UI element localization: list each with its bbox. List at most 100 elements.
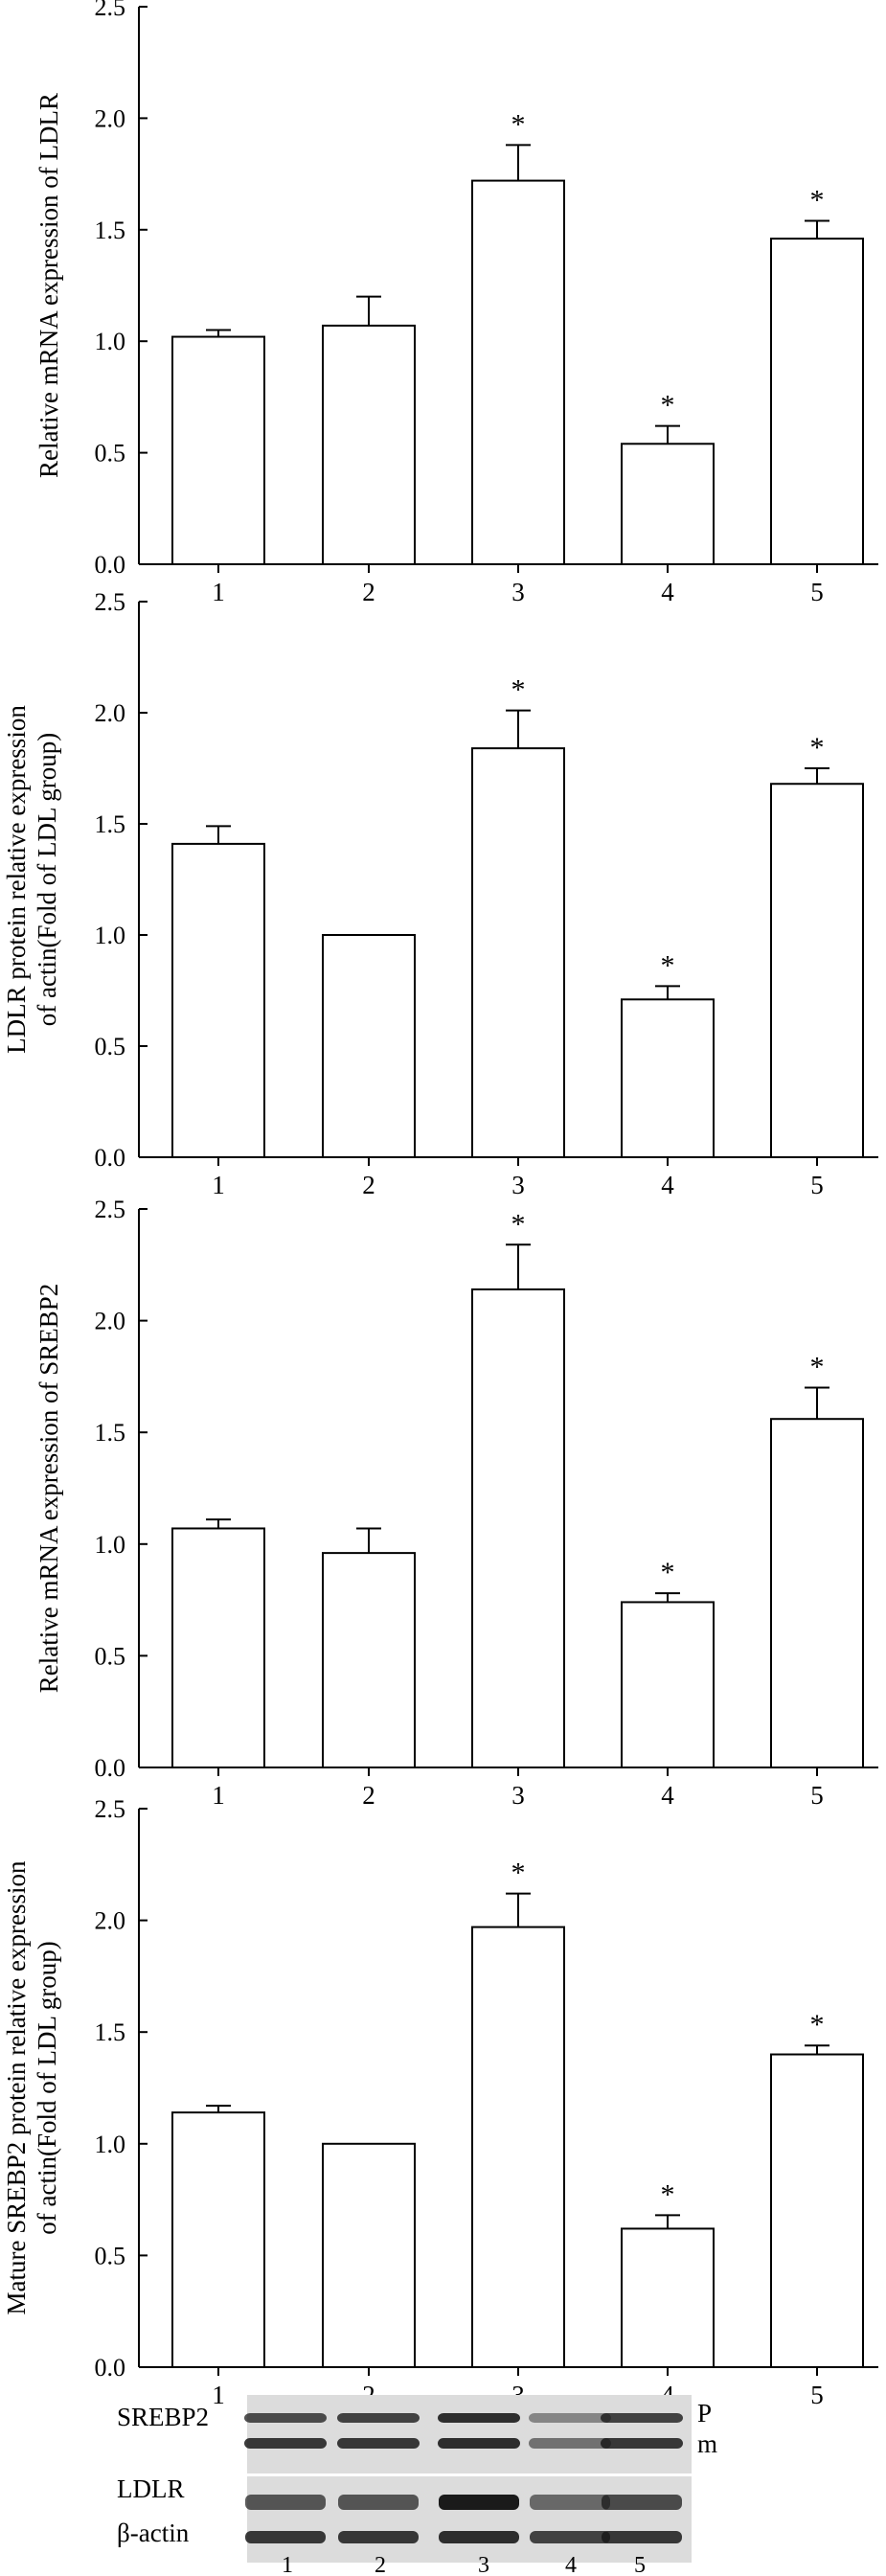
y-axis-title: of actin(Fold of LDL group) — [33, 733, 61, 1026]
y-tick-label: 1.0 — [95, 328, 126, 355]
y-tick-label: 2.5 — [95, 0, 126, 21]
blot-band — [337, 2413, 420, 2423]
y-tick-label: 0.5 — [95, 1033, 126, 1060]
y-tick-label: 1.0 — [95, 922, 126, 949]
bar — [322, 324, 416, 565]
blot-band — [338, 2531, 419, 2543]
y-tick-label: 2.5 — [95, 1795, 126, 1823]
y-tick-label: 0.5 — [95, 1642, 126, 1670]
y-tick-label: 1.5 — [95, 217, 126, 244]
significance-marker: * — [661, 1557, 675, 1588]
y-tick-label: 2.0 — [95, 104, 126, 132]
y-tick-label: 0.0 — [95, 1754, 126, 1782]
y-tick-label: 0.5 — [95, 440, 126, 467]
chart-panel-d: 0.0 0.5 1.0 1.5 2.0 2.5 Mature SREBP2 protein … — [2, 1795, 878, 2409]
bar — [621, 1601, 715, 1768]
significance-marker: * — [511, 108, 526, 140]
blot-band — [245, 2495, 326, 2510]
x-tick-label: 2 — [362, 1171, 375, 1199]
blot-lane-label: 3 — [478, 2553, 489, 2576]
y-tick-label: 0.0 — [95, 551, 126, 579]
bar — [322, 934, 416, 1158]
x-tick-label: 2 — [362, 578, 375, 606]
x-tick-label: 4 — [661, 1781, 674, 1810]
significance-marker: * — [810, 1352, 825, 1383]
bar — [322, 2142, 416, 2369]
x-tick-label: 5 — [810, 2381, 824, 2409]
significance-marker: * — [661, 390, 675, 422]
bar — [171, 335, 265, 565]
blot-band — [244, 2438, 327, 2449]
blot-band — [602, 2495, 682, 2510]
bar — [471, 747, 565, 1158]
significance-marker: * — [810, 184, 825, 216]
y-tick-label: 0.0 — [95, 2354, 126, 2382]
blot-band — [601, 2413, 683, 2423]
y-tick-label: 2.5 — [95, 1196, 126, 1223]
bar — [770, 238, 864, 565]
chart-panel-c: 0.0 0.5 1.0 1.5 2.0 2.5 Relative mRNA expressi… — [34, 1196, 878, 1810]
y-axis-title: of actin(Fold of LDL group) — [33, 1941, 61, 2234]
x-tick-label: 5 — [810, 578, 824, 606]
y-tick-label: 2.0 — [95, 1907, 126, 1935]
x-tick-label: 3 — [511, 1171, 525, 1199]
blot-band — [244, 2413, 327, 2423]
x-tick-label: 5 — [810, 1171, 824, 1199]
x-tick-label: 5 — [810, 1781, 824, 1810]
y-tick-label: 1.5 — [95, 1419, 126, 1447]
blot-band — [601, 2438, 683, 2449]
y-tick-label: 2.0 — [95, 699, 126, 727]
x-tick-label: 1 — [212, 1171, 225, 1199]
y-axis-title: LDLR protein relative expression — [2, 705, 31, 1054]
bar — [471, 1926, 565, 2368]
blot-background-srebp2 — [247, 2395, 692, 2473]
chart-panel-a: 0.0 0.5 1.0 1.5 2.0 2.5 Relative mRNA expressi… — [34, 0, 878, 606]
significance-marker: * — [511, 674, 526, 706]
blot-band — [529, 2438, 611, 2449]
significance-marker: * — [511, 1858, 526, 1889]
bar — [621, 2227, 715, 2369]
bar — [471, 1288, 565, 1769]
bar — [770, 1418, 864, 1768]
significance-marker: * — [661, 949, 675, 981]
bar — [171, 1527, 265, 1768]
blot-band — [439, 2531, 519, 2543]
blot-band — [530, 2495, 610, 2510]
x-tick-label: 3 — [511, 578, 525, 606]
blot-lane-label: 4 — [565, 2553, 577, 2576]
blot-band — [438, 2413, 520, 2423]
x-tick-label: 2 — [362, 1781, 375, 1810]
bar — [322, 1552, 416, 1769]
blot-lane-label: 2 — [375, 2553, 386, 2576]
y-tick-label: 1.5 — [95, 2018, 126, 2046]
significance-marker: * — [661, 2178, 675, 2210]
x-tick-label: 4 — [661, 1171, 674, 1199]
chart-panels: 0.0 0.5 1.0 1.5 2.0 2.5 Relative mRNA expressi… — [2, 0, 878, 2409]
blot-band — [245, 2531, 326, 2543]
y-tick-label: 0.5 — [95, 2242, 126, 2269]
blot-background-ldlr-actin — [247, 2476, 692, 2563]
blot-band — [602, 2531, 682, 2543]
bar — [770, 783, 864, 1158]
y-tick-label: 1.0 — [95, 2131, 126, 2158]
y-tick-label: 1.0 — [95, 1531, 126, 1559]
bar — [621, 443, 715, 565]
western-blot: SREBP2 LDLR β-actin P m 1 2 3 4 5 — [117, 2395, 717, 2576]
x-tick-label: 1 — [212, 578, 225, 606]
y-tick-label: 1.5 — [95, 810, 126, 838]
x-tick-label: 1 — [212, 1781, 225, 1810]
y-axis-title: Relative mRNA expression of SREBP2 — [34, 1284, 63, 1694]
significance-marker: * — [810, 2009, 825, 2040]
blot-row-label-srebp2: SREBP2 — [117, 2403, 209, 2431]
y-axis-title: Mature SREBP2 protein relative expressio… — [2, 1860, 31, 2314]
significance-marker: * — [511, 1208, 526, 1240]
bar — [621, 998, 715, 1159]
x-tick-label: 1 — [212, 2381, 225, 2409]
x-tick-label: 3 — [511, 1781, 525, 1810]
significance-marker: * — [810, 732, 825, 764]
blot-row-label-actin: β-actin — [117, 2519, 190, 2547]
bar — [471, 179, 565, 565]
y-tick-label: 2.5 — [95, 588, 126, 616]
bar — [171, 842, 265, 1158]
y-tick-label: 0.0 — [95, 1144, 126, 1172]
